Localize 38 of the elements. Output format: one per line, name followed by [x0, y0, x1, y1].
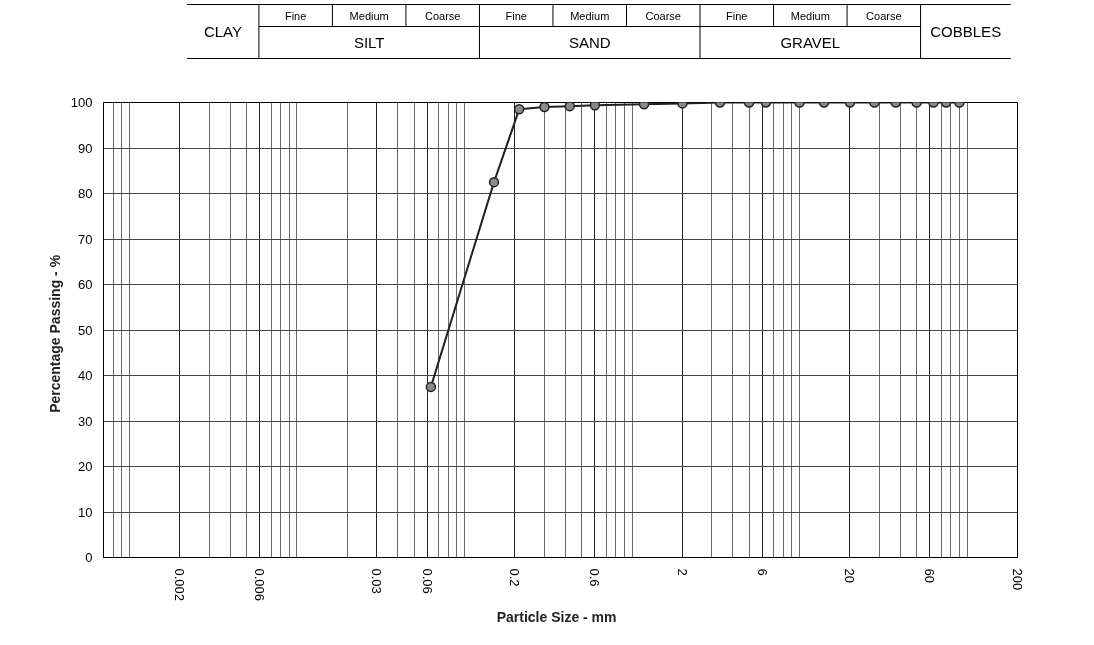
x-tick-label: 0.006	[252, 568, 268, 602]
text: SAND	[568, 34, 611, 51]
text: Coarse	[866, 9, 902, 22]
x-tick-label: 60	[922, 568, 938, 583]
text: Coarse	[645, 9, 681, 22]
text: COBBLES	[930, 23, 1002, 40]
x-tick-label: 0.002	[172, 568, 188, 602]
x-tick-label: 0.03	[369, 568, 385, 594]
y-tick-label: 80	[78, 186, 93, 201]
x-tick-label: 200	[1010, 568, 1025, 591]
text: Fine	[284, 9, 307, 22]
y-tick-label: 50	[78, 322, 93, 338]
y-tick-label: 60	[78, 277, 93, 292]
text: Medium	[349, 9, 389, 22]
y-tick-label: 90	[78, 140, 93, 156]
x-tick-label: 2	[674, 568, 690, 576]
text: Fine	[505, 9, 527, 22]
text: Coarse	[424, 9, 461, 22]
y-tick-label: 70	[78, 231, 93, 247]
text: Medium	[790, 9, 830, 22]
y-axis-title: Percentage Passing - %	[46, 254, 63, 413]
y-tick-label: 10	[78, 504, 93, 520]
text: GRAVEL	[780, 34, 841, 51]
text: Medium	[570, 9, 610, 22]
y-tick-label: 100	[70, 95, 93, 110]
x-tick-label: 0.6	[587, 568, 603, 587]
y-tick-label: 30	[78, 413, 93, 429]
text: SILT	[353, 34, 385, 51]
text: CLAY	[203, 23, 243, 40]
x-tick-label: 20	[842, 568, 858, 583]
x-tick-label: 0.2	[507, 568, 523, 587]
y-tick-label: 40	[78, 368, 93, 383]
text: Fine	[726, 9, 748, 22]
x-tick-label: 6	[754, 568, 770, 576]
x-tick-label: 0.06	[419, 568, 435, 594]
y-tick-label: 0	[85, 550, 93, 565]
y-tick-label: 20	[78, 459, 93, 474]
x-axis-title: Particle Size - mm	[496, 609, 617, 626]
